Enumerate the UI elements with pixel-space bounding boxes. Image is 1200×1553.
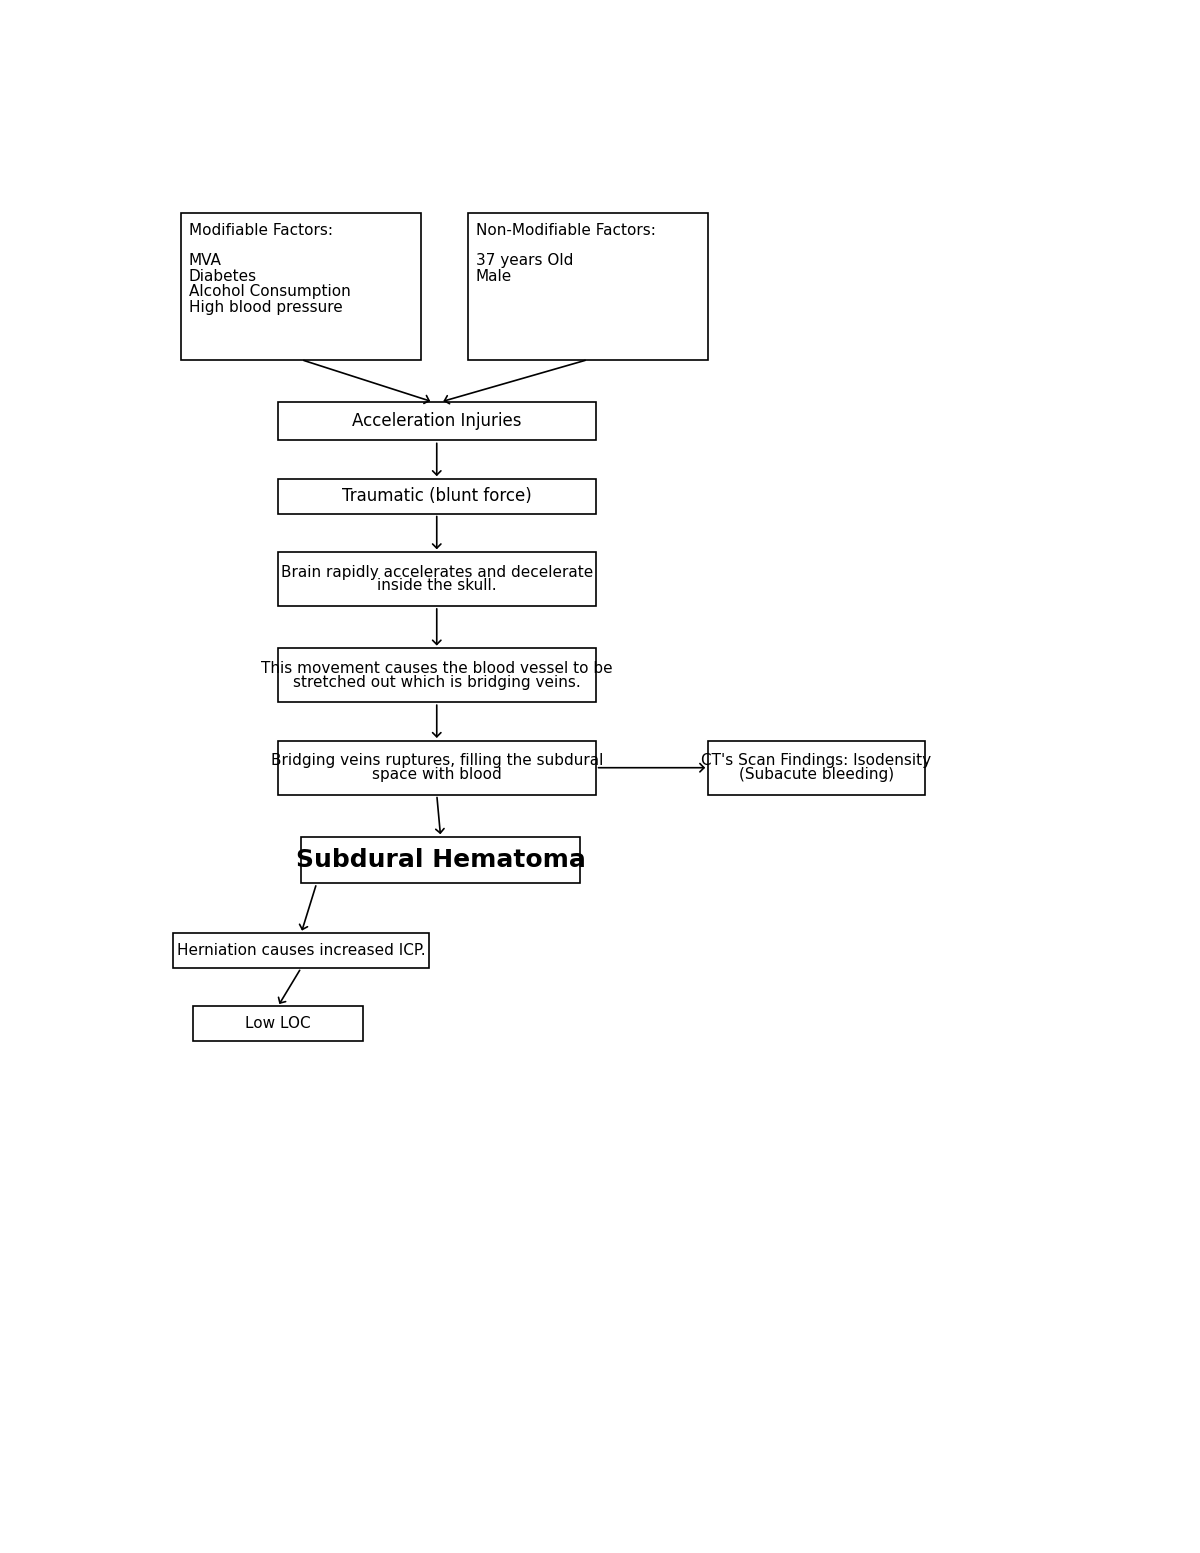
Text: Subdural Hematoma: Subdural Hematoma	[295, 848, 586, 873]
Bar	[278, 478, 595, 514]
Text: Non-Modifiable Factors:: Non-Modifiable Factors:	[475, 222, 655, 238]
Text: Acceleration Injuries: Acceleration Injuries	[352, 412, 522, 430]
Bar	[301, 837, 580, 884]
Text: Male: Male	[475, 269, 511, 284]
Text: Low LOC: Low LOC	[245, 1016, 311, 1031]
Bar	[468, 213, 708, 360]
Text: Brain rapidly accelerates and decelerate: Brain rapidly accelerates and decelerate	[281, 565, 593, 579]
Bar	[708, 741, 925, 795]
Bar	[173, 933, 430, 968]
Bar	[193, 1006, 364, 1041]
Text: (Subacute bleeding): (Subacute bleeding)	[739, 767, 894, 783]
Text: space with blood: space with blood	[372, 767, 502, 783]
Text: 37 years Old: 37 years Old	[475, 253, 572, 269]
Bar	[278, 553, 595, 606]
Text: Diabetes: Diabetes	[188, 269, 257, 284]
Text: Modifiable Factors:: Modifiable Factors:	[188, 222, 332, 238]
Text: stretched out which is bridging veins.: stretched out which is bridging veins.	[293, 674, 581, 690]
Text: CT's Scan Findings: Isodensity: CT's Scan Findings: Isodensity	[702, 753, 931, 769]
Text: MVA: MVA	[188, 253, 222, 269]
Text: High blood pressure: High blood pressure	[188, 300, 342, 315]
Text: Bridging veins ruptures, filling the subdural: Bridging veins ruptures, filling the sub…	[270, 753, 602, 769]
Text: Traumatic (blunt force): Traumatic (blunt force)	[342, 488, 532, 505]
Text: inside the skull.: inside the skull.	[377, 578, 497, 593]
Text: This movement causes the blood vessel to be: This movement causes the blood vessel to…	[260, 662, 612, 676]
Bar	[278, 741, 595, 795]
Bar	[278, 402, 595, 441]
Text: Alcohol Consumption: Alcohol Consumption	[188, 284, 350, 300]
Text: Herniation causes increased ICP.: Herniation causes increased ICP.	[176, 943, 426, 958]
Bar	[181, 213, 421, 360]
Bar	[278, 648, 595, 702]
